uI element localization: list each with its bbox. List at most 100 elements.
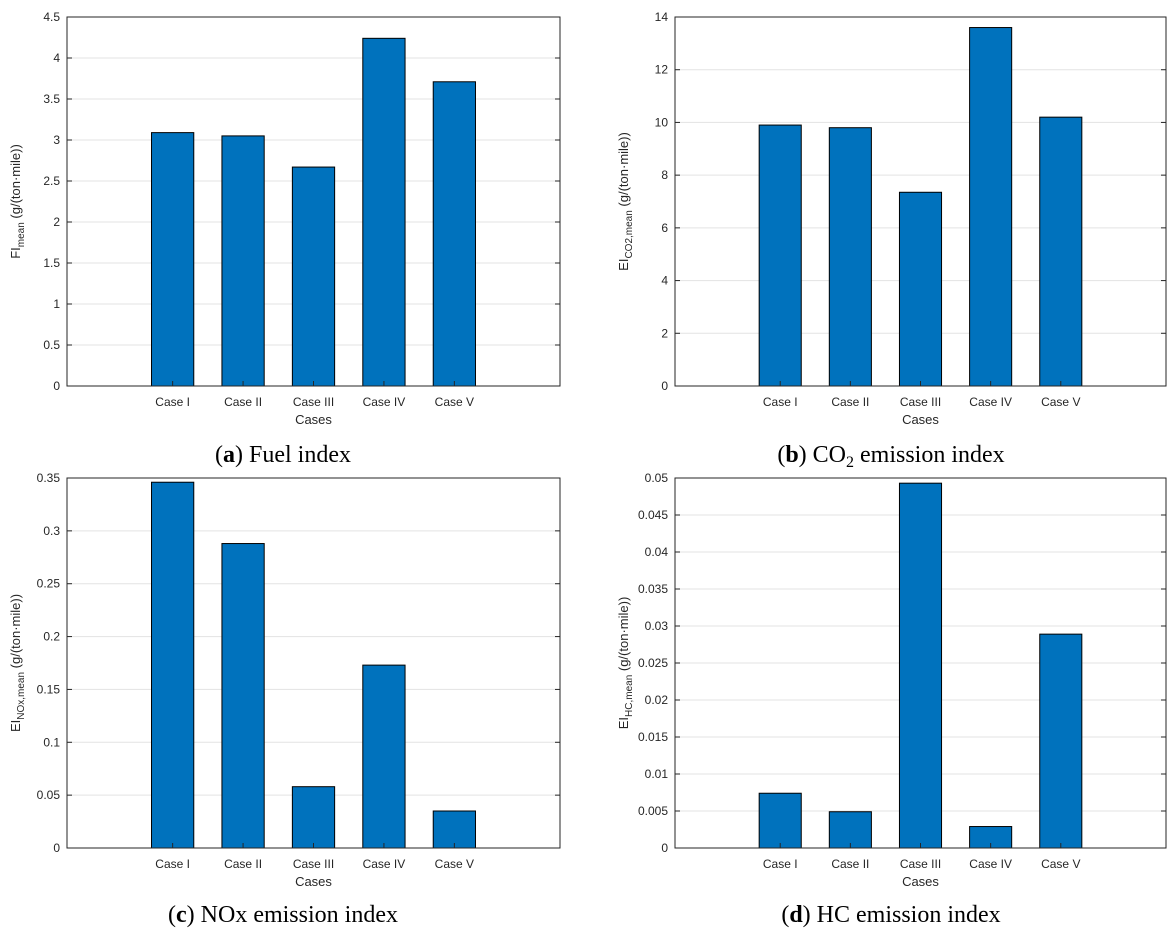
ytick-label-d-0: 0 xyxy=(661,841,668,855)
ytick-label-a-8: 4 xyxy=(53,51,60,65)
ylabel-main-b: EI xyxy=(616,259,631,271)
ytick-label-c-7: 0.35 xyxy=(37,471,61,485)
ytick-label-c-5: 0.25 xyxy=(37,577,61,591)
xtick-label-c-2: Case III xyxy=(293,857,334,871)
bar-d-0 xyxy=(758,792,802,849)
bar-b-1 xyxy=(828,127,872,387)
xlabel-c: Cases xyxy=(295,874,332,889)
ytick-label-d-10: 0.05 xyxy=(645,471,669,485)
xtick-label-a-3: Case IV xyxy=(363,395,406,409)
ytick-label-d-3: 0.015 xyxy=(638,730,668,744)
bar-d-1 xyxy=(828,811,872,849)
bar-c-4 xyxy=(432,810,476,849)
chart-c: 0 0.05 0.1 0.15 0.2 0.25 0.3 0.35 Case I Case II C… xyxy=(8,471,561,889)
xtick-label-a-4: Case V xyxy=(435,395,474,409)
caption-b-text-sub: 2 xyxy=(846,454,854,471)
ytick-label-a-0: 0 xyxy=(53,379,60,393)
bar-b-0 xyxy=(758,124,802,387)
caption-b-letter: b xyxy=(785,442,798,468)
caption-b: (b) CO2 emission index xyxy=(777,442,1004,471)
chart-b: 0 2 4 6 8 10 12 14 Case I Case II Case III Case IV C… xyxy=(616,10,1167,427)
xtick-label-d-1: Case II xyxy=(831,857,869,871)
axes-box-a xyxy=(66,16,561,387)
ylabel-d: EIHC,mean (g/(ton·mile)) xyxy=(616,597,635,730)
ylabel-unit-a: (g/(ton·mile)) xyxy=(8,144,23,222)
caption-c: (c) NOx emission index xyxy=(168,902,398,928)
bar-a-2 xyxy=(291,166,336,387)
caption-d: (d) HC emission index xyxy=(781,902,1000,928)
ylabel-unit-c: (g/(ton·mile)) xyxy=(8,594,23,672)
xlabel-d: Cases xyxy=(902,874,939,889)
ylabel-main-d: EI xyxy=(616,717,631,729)
xtick-label-d-0: Case I xyxy=(763,857,798,871)
caption-a-letter: a xyxy=(223,442,235,468)
ytick-label-c-0: 0 xyxy=(53,841,60,855)
caption-d-letter: d xyxy=(789,902,803,928)
caption-c-letter: c xyxy=(176,902,187,928)
bar-c-0 xyxy=(151,481,195,849)
ytick-label-d-2: 0.01 xyxy=(645,767,669,781)
xtick-label-b-0: Case I xyxy=(763,395,798,409)
ytick-label-d-9: 0.045 xyxy=(638,508,668,522)
bar-d-2 xyxy=(898,482,943,849)
xtick-label-b-3: Case IV xyxy=(969,395,1012,409)
bar-c-1 xyxy=(221,543,265,849)
ylabel-sub-b: CO2,mean xyxy=(624,210,635,258)
ytick-label-a-4: 2 xyxy=(53,215,60,229)
chart-d: 0 0.005 0.01 0.015 0.02 0.025 0.03 0.035 0.04 0.0… xyxy=(616,471,1167,889)
ylabel-a: FImean (g/(ton·mile)) xyxy=(8,144,27,259)
bar-a-1 xyxy=(221,135,265,387)
ytick-label-d-8: 0.04 xyxy=(645,545,669,559)
caption-b-text-post: emission index xyxy=(854,442,1005,468)
ylabel-main-c: EI xyxy=(8,720,23,732)
xtick-label-d-2: Case III xyxy=(900,857,941,871)
ytick-label-d-4: 0.02 xyxy=(645,693,669,707)
ylabel-b: EICO2,mean (g/(ton·mile)) xyxy=(616,132,635,271)
axes-box-d xyxy=(674,477,1167,849)
bar-b-2 xyxy=(898,191,943,387)
ylabel-sub-d: HC,mean xyxy=(624,675,635,717)
ytick-label-b-3: 6 xyxy=(661,221,668,235)
ytick-label-b-0: 0 xyxy=(661,379,668,393)
caption-a-text: Fuel index xyxy=(249,442,351,468)
ytick-label-a-3: 1.5 xyxy=(43,256,60,270)
ytick-label-a-6: 3 xyxy=(53,133,60,147)
xtick-label-a-0: Case I xyxy=(155,395,190,409)
ylabel-unit-b: (g/(ton·mile)) xyxy=(616,132,631,210)
ytick-label-d-5: 0.025 xyxy=(638,656,668,670)
ytick-label-c-3: 0.15 xyxy=(37,682,61,696)
ytick-label-a-7: 3.5 xyxy=(43,92,60,106)
caption-a: (a) Fuel index xyxy=(215,442,351,468)
bar-c-3 xyxy=(362,664,406,849)
bar-a-3 xyxy=(362,37,406,387)
chart-a: 0 0.5 1 1.5 2 2.5 3 3.5 4 4.5 Case I Case II Case II… xyxy=(8,10,561,427)
xtick-label-b-2: Case III xyxy=(900,395,941,409)
ytick-label-a-5: 2.5 xyxy=(43,174,60,188)
ylabel-sub-c: NOx,mean xyxy=(16,672,27,720)
xlabel-a: Cases xyxy=(295,412,332,427)
xtick-label-c-1: Case II xyxy=(224,857,262,871)
ytick-label-a-1: 0.5 xyxy=(43,338,60,352)
ytick-label-a-2: 1 xyxy=(53,297,60,311)
axes-box-c xyxy=(66,477,561,849)
caption-c-text: NOx emission index xyxy=(201,902,398,928)
xtick-label-c-0: Case I xyxy=(155,857,190,871)
bar-c-2 xyxy=(291,786,336,849)
ytick-label-b-1: 2 xyxy=(661,326,668,340)
xlabel-b: Cases xyxy=(902,412,939,427)
ylabel-sub-a: mean xyxy=(16,222,27,247)
bar-b-4 xyxy=(1039,116,1083,387)
caption-b-text-pre: CO xyxy=(813,442,846,468)
ytick-label-b-7: 14 xyxy=(655,10,669,24)
xtick-label-b-1: Case II xyxy=(831,395,869,409)
ytick-label-c-6: 0.3 xyxy=(43,524,60,538)
xtick-label-b-4: Case V xyxy=(1041,395,1080,409)
xtick-label-a-1: Case II xyxy=(224,395,262,409)
ytick-label-d-1: 0.005 xyxy=(638,804,668,818)
ytick-label-d-7: 0.035 xyxy=(638,582,668,596)
bar-a-0 xyxy=(151,132,195,387)
ylabel-main-a: FI xyxy=(8,247,23,259)
ytick-label-c-1: 0.05 xyxy=(37,788,61,802)
ytick-label-d-6: 0.03 xyxy=(645,619,669,633)
